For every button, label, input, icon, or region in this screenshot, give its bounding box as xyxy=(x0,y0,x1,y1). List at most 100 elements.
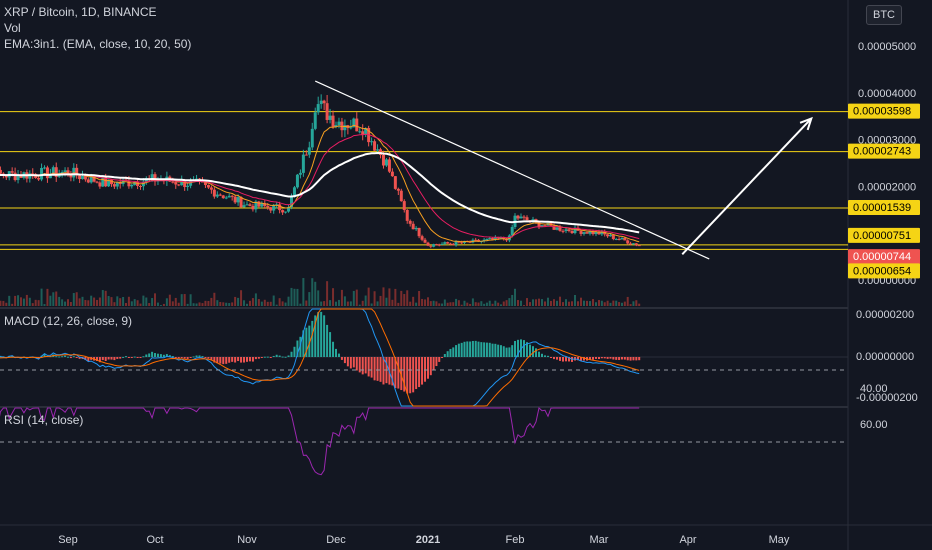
macd-histogram-bar xyxy=(222,357,225,365)
volume-bar xyxy=(474,302,477,306)
macd-histogram-bar xyxy=(346,357,349,367)
projection-arrow-head xyxy=(799,116,813,131)
candle xyxy=(591,231,595,235)
macd-histogram-bar xyxy=(231,357,234,362)
volume-bar xyxy=(432,300,435,306)
macd-histogram-bar xyxy=(302,330,305,357)
volume-bar xyxy=(204,300,207,306)
candle xyxy=(488,238,492,240)
volume-bar xyxy=(326,281,329,306)
candle xyxy=(522,216,526,218)
macd-histogram-bar xyxy=(174,357,177,358)
volume-bar xyxy=(49,295,52,306)
volume-legend[interactable]: Vol xyxy=(4,21,21,35)
candle xyxy=(579,230,583,234)
macd-histogram-bar xyxy=(257,357,260,359)
candle xyxy=(212,189,216,197)
macd-histogram-bar xyxy=(308,325,311,357)
candle xyxy=(118,181,122,185)
candle xyxy=(284,211,288,213)
macd-histogram-bar xyxy=(228,357,231,363)
macd-histogram-bar xyxy=(523,340,525,357)
rsi-line xyxy=(0,407,640,476)
macd-histogram-bar xyxy=(61,356,64,358)
macd-histogram-bar xyxy=(547,355,549,357)
candle xyxy=(426,242,430,246)
candle xyxy=(387,159,391,172)
projection-arrow xyxy=(681,117,813,255)
volume-bar xyxy=(43,304,46,306)
macd-histogram-bar xyxy=(469,341,472,357)
macd-histogram-bar xyxy=(435,357,438,367)
candle xyxy=(588,231,592,234)
candle xyxy=(396,188,400,191)
volume-bar xyxy=(192,303,195,306)
candle xyxy=(614,238,618,240)
macd-histogram-bar xyxy=(87,357,90,362)
volume-bar xyxy=(385,297,388,306)
volume-bar xyxy=(514,288,516,306)
volume-bar xyxy=(409,301,412,306)
candle xyxy=(133,182,137,185)
candle xyxy=(325,103,329,120)
symbol-title[interactable]: XRP / Bitcoin, 1D, BINANCE xyxy=(4,5,157,19)
macd-histogram-bar xyxy=(116,357,119,359)
candle xyxy=(153,174,157,182)
macd-histogram-bar xyxy=(526,342,528,357)
candle xyxy=(51,167,55,174)
volume-bar xyxy=(311,278,314,306)
candle xyxy=(582,232,586,234)
volume-bar xyxy=(499,304,502,306)
candle xyxy=(272,204,276,211)
candle xyxy=(281,210,285,213)
trendline xyxy=(314,80,710,260)
candle xyxy=(328,115,332,120)
volume-bar xyxy=(40,288,43,306)
rsi-legend[interactable]: RSI (14, close) xyxy=(4,413,84,427)
candle xyxy=(482,239,486,242)
ema-legend[interactable]: EMA:3in1. (EMA, close, 10, 20, 50) xyxy=(4,37,192,51)
volume-bar xyxy=(104,290,107,306)
candle xyxy=(13,172,17,181)
candle xyxy=(617,238,621,240)
macd-histogram-bar xyxy=(455,345,458,357)
candle xyxy=(540,225,544,227)
macd-histogram-bar xyxy=(67,356,69,358)
macd-histogram-bar xyxy=(620,357,623,360)
macd-histogram-bar xyxy=(441,357,444,358)
volume-bar xyxy=(257,299,260,306)
candle xyxy=(195,178,199,180)
volume-bar xyxy=(19,297,22,306)
macd-histogram-bar xyxy=(101,357,104,361)
macd-histogram-bar xyxy=(485,342,488,357)
candle xyxy=(177,184,181,186)
macd-histogram-bar xyxy=(119,357,122,359)
candle xyxy=(104,177,108,187)
time-tick: Mar xyxy=(590,534,609,546)
macd-legend[interactable]: MACD (12, 26, close, 9) xyxy=(4,314,133,328)
macd-histogram-bar xyxy=(296,340,299,357)
macd-histogram-bar xyxy=(177,357,180,359)
candle xyxy=(257,201,261,207)
time-tick: Nov xyxy=(237,534,257,546)
volume-bar xyxy=(415,302,418,306)
candle xyxy=(411,223,415,230)
macd-histogram-bar xyxy=(532,346,534,357)
candle xyxy=(405,209,409,221)
macd-histogram-bar xyxy=(370,357,373,378)
volume-bar xyxy=(177,302,180,306)
currency-button[interactable]: BTC xyxy=(866,5,902,25)
time-tick: Dec xyxy=(326,534,346,546)
macd-histogram-bar xyxy=(337,353,340,357)
volume-bar xyxy=(532,299,534,306)
volume-bar xyxy=(287,296,290,306)
volume-bar xyxy=(535,299,537,306)
macd-histogram-bar xyxy=(323,315,326,357)
price-label-box xyxy=(848,227,920,243)
macd-histogram-bar xyxy=(180,357,183,358)
volume-bar xyxy=(52,292,55,306)
volume-bar xyxy=(455,298,458,306)
macd-histogram-bar xyxy=(162,354,165,357)
volume-bar xyxy=(361,300,364,306)
